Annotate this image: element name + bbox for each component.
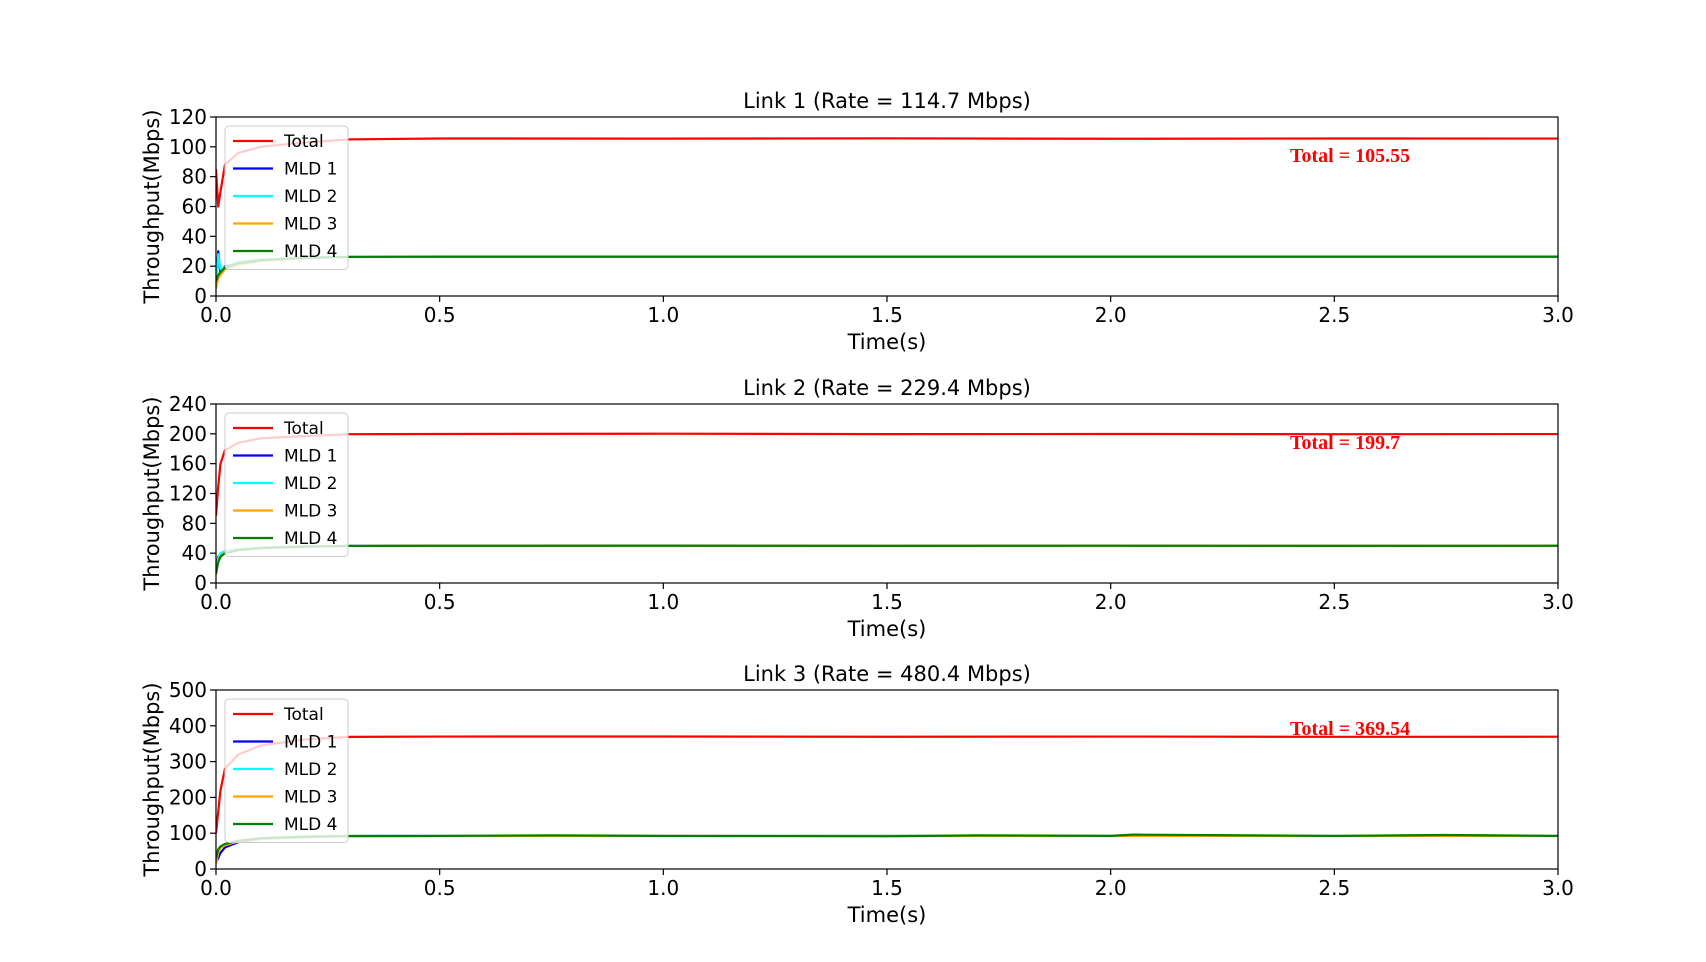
y-tick-label: 100 xyxy=(169,135,207,159)
x-tick-label: 2.5 xyxy=(1318,876,1350,900)
legend-label: MLD 3 xyxy=(284,788,337,808)
series-line-mld-4 xyxy=(216,255,1558,282)
legend-label: Total xyxy=(283,419,324,439)
axes-frame xyxy=(215,116,1559,297)
y-tick-label: 300 xyxy=(169,750,207,774)
y-tick-label: 120 xyxy=(169,105,207,129)
x-tick-label: 0.5 xyxy=(424,590,456,614)
y-tick-label: 200 xyxy=(169,785,207,809)
x-tick-label: 3.0 xyxy=(1542,590,1574,614)
x-tick-label: 1.0 xyxy=(647,590,679,614)
x-axis-label: Time(s) xyxy=(847,330,927,354)
series-line-mld-3 xyxy=(216,544,1558,573)
subplot-2: Link 2 (Rate = 229.4 Mbps) 0.0 0.5 1.0 1.5 2.… xyxy=(140,376,1574,641)
y-tick-label: 100 xyxy=(169,821,207,845)
series-line-total xyxy=(216,735,1558,834)
axes-frame xyxy=(215,689,1559,870)
x-tick-label: 2.5 xyxy=(1318,590,1350,614)
y-tick-label: 200 xyxy=(169,422,207,446)
y-tick-label: 160 xyxy=(169,452,207,476)
legend-box xyxy=(224,125,349,270)
subplot-1: Link 1 (Rate = 114.7 Mbps) 0.0 0.5 1.0 1.5 2.… xyxy=(140,89,1574,354)
legend: Total MLD 1 MLD 2 MLD 3 MLD 4 xyxy=(224,412,349,557)
total-annotation: Total = 105.55 xyxy=(1290,145,1410,167)
legend-label: MLD 3 xyxy=(284,502,337,522)
x-tick-label: 0.5 xyxy=(424,303,456,327)
series-line-mld-2 xyxy=(216,544,1558,570)
x-tick-label: 2.0 xyxy=(1095,303,1127,327)
subplot-title: Link 1 (Rate = 114.7 Mbps) xyxy=(743,89,1031,113)
y-tick-label: 80 xyxy=(182,165,207,189)
legend-label: MLD 1 xyxy=(284,447,337,467)
x-tick-label: 0.0 xyxy=(200,876,232,900)
legend-box xyxy=(224,698,349,843)
y-tick-label: 400 xyxy=(169,714,207,738)
x-axis-label: Time(s) xyxy=(847,903,927,927)
total-annotation: Total = 369.54 xyxy=(1290,718,1410,740)
subplot-title: Link 2 (Rate = 229.4 Mbps) xyxy=(743,376,1031,400)
series-line-mld-2 xyxy=(216,834,1558,861)
y-tick-label: 120 xyxy=(169,482,207,506)
y-tick-label: 80 xyxy=(182,511,207,535)
series-line-mld-4 xyxy=(216,833,1558,859)
legend-label: MLD 4 xyxy=(284,242,337,262)
subplot-3: Link 3 (Rate = 480.4 Mbps) 0.0 0.5 1.0 1.5 2.… xyxy=(140,662,1574,927)
series-line-mld-1 xyxy=(216,544,1558,569)
x-tick-label: 2.5 xyxy=(1318,303,1350,327)
y-tick-label: 40 xyxy=(182,541,207,565)
legend-label: MLD 2 xyxy=(284,474,337,494)
y-tick-label: 60 xyxy=(182,195,207,219)
legend: Total MLD 1 MLD 2 MLD 3 MLD 4 xyxy=(224,125,349,270)
x-tick-label: 3.0 xyxy=(1542,876,1574,900)
x-tick-label: 3.0 xyxy=(1542,303,1574,327)
y-tick-label: 500 xyxy=(169,678,207,702)
subplot-title: Link 3 (Rate = 480.4 Mbps) xyxy=(743,662,1031,686)
series-line-mld-2 xyxy=(216,253,1558,288)
y-axis-label: Throughput(Mbps) xyxy=(140,109,164,304)
legend-label: Total xyxy=(283,132,324,152)
series-line-mld-3 xyxy=(216,834,1558,864)
legend: Total MLD 1 MLD 2 MLD 3 MLD 4 xyxy=(224,698,349,843)
x-tick-label: 1.5 xyxy=(871,876,903,900)
x-tick-label: 0.0 xyxy=(200,590,232,614)
series-line-mld-4 xyxy=(216,544,1558,575)
x-tick-label: 1.5 xyxy=(871,590,903,614)
y-tick-label: 240 xyxy=(169,392,207,416)
y-axis-label: Throughput(Mbps) xyxy=(140,396,164,591)
x-axis-label: Time(s) xyxy=(847,617,927,641)
legend-label: MLD 2 xyxy=(284,760,337,780)
y-axis-label: Throughput(Mbps) xyxy=(140,682,164,877)
series-line-mld-1 xyxy=(216,834,1558,863)
x-tick-label: 0.5 xyxy=(424,876,456,900)
x-tick-label: 1.5 xyxy=(871,303,903,327)
legend-label: MLD 4 xyxy=(284,529,337,549)
series-group xyxy=(216,735,1558,864)
legend-label: MLD 2 xyxy=(284,187,337,207)
x-tick-label: 0.0 xyxy=(200,303,232,327)
y-tick-label: 0 xyxy=(194,284,207,308)
legend-label: MLD 4 xyxy=(284,815,337,835)
total-annotation: Total = 199.7 xyxy=(1290,432,1400,454)
legend-label: Total xyxy=(283,705,324,725)
legend-label: MLD 1 xyxy=(284,160,337,180)
y-tick-label: 20 xyxy=(182,254,207,278)
y-tick-label: 0 xyxy=(194,571,207,595)
axes-frame xyxy=(215,403,1559,584)
y-tick-label: 0 xyxy=(194,857,207,881)
legend-box xyxy=(224,412,349,557)
legend-label: MLD 3 xyxy=(284,215,337,235)
x-tick-label: 1.0 xyxy=(647,303,679,327)
x-tick-label: 2.0 xyxy=(1095,876,1127,900)
series-line-mld-3 xyxy=(216,255,1558,289)
series-group xyxy=(216,432,1558,575)
x-tick-label: 2.0 xyxy=(1095,590,1127,614)
y-tick-label: 40 xyxy=(182,224,207,248)
x-tick-label: 1.0 xyxy=(647,876,679,900)
legend-label: MLD 1 xyxy=(284,733,337,753)
